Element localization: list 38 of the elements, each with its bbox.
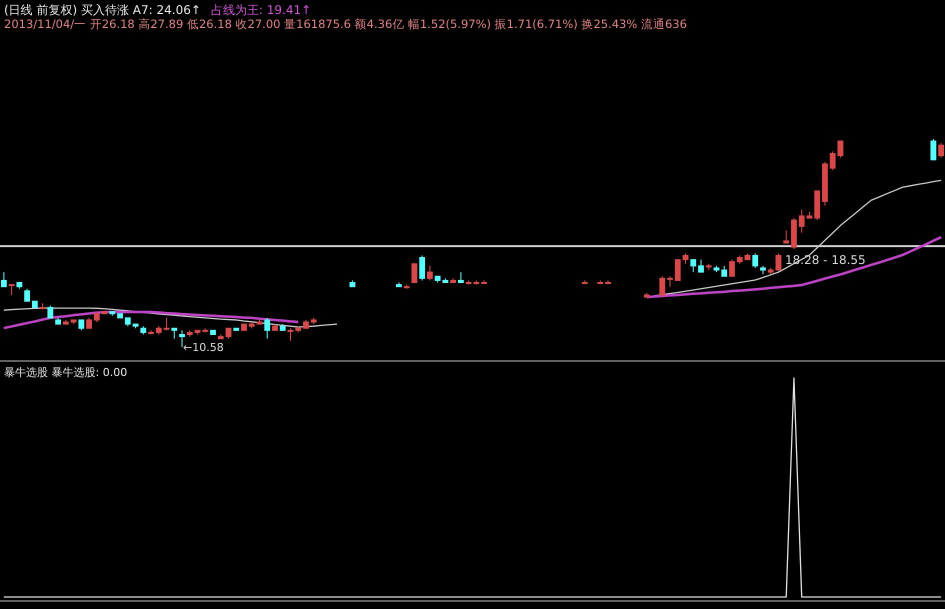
candlestick xyxy=(682,252,688,264)
candlestick xyxy=(426,265,433,281)
candlestick xyxy=(24,288,30,302)
candlestick xyxy=(164,317,170,331)
candlestick xyxy=(721,265,728,277)
candlestick xyxy=(659,276,666,298)
candlestick xyxy=(94,311,100,323)
candlestick xyxy=(47,304,54,318)
candlestick xyxy=(798,209,805,234)
annotation: ←10.58 xyxy=(183,341,224,354)
candlestick xyxy=(86,317,92,329)
candlestick xyxy=(78,319,84,331)
candlestick xyxy=(690,259,696,273)
candlestick xyxy=(0,272,7,288)
candlestick xyxy=(179,330,185,348)
candlestick xyxy=(783,230,790,244)
candlestick xyxy=(264,317,270,340)
candlestick xyxy=(171,328,178,340)
candlestick xyxy=(698,259,704,273)
candlestick xyxy=(674,259,681,281)
candlestick xyxy=(938,142,944,158)
candlestick xyxy=(8,284,15,296)
candlestick xyxy=(458,272,464,284)
candlestick xyxy=(412,263,418,284)
candlestick xyxy=(838,140,844,158)
candlestick xyxy=(930,138,936,160)
candlestick xyxy=(419,254,426,281)
candlestick xyxy=(830,150,836,171)
chart-title: 暴牛选股 暴牛选股: 0.00 xyxy=(4,366,128,379)
candlestick xyxy=(752,252,758,268)
candlestick xyxy=(226,328,232,340)
candlestick xyxy=(776,252,782,271)
text: 2013/11/04/一 开26.18 高27.89 低26.18 收27.00 量161875.6 额4.36亿 幅1.52(5.97%) 振1.71(6.71%) 换25.43% 流通636 xyxy=(4,17,687,31)
chart-title: (日线 前复权) 买入待涨 A7: 24.06↑ xyxy=(4,3,201,17)
chart-subtitle: 占线为王: 19.41↑ xyxy=(210,3,312,17)
candlestick xyxy=(729,259,735,277)
candlestick xyxy=(667,276,673,288)
candlestick xyxy=(288,328,294,342)
